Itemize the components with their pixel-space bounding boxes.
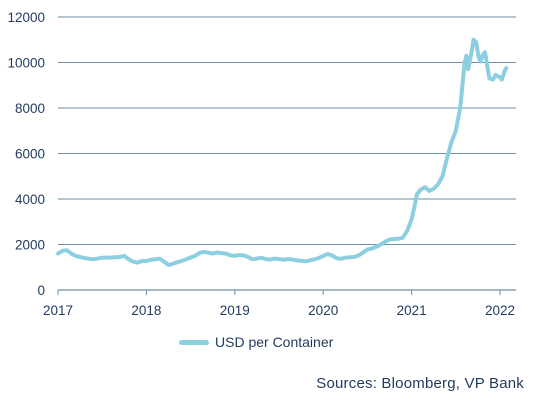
series-layer (56, 37, 509, 267)
y-tick-label: 10000 (7, 56, 45, 71)
y-tick-label: 0 (37, 283, 45, 298)
x-tick-label: 2022 (485, 303, 515, 318)
legend-swatch (179, 339, 209, 345)
y-axis-ticks: 0 2000 4000 6000 8000 10000 12000 (7, 10, 45, 298)
x-tick-label: 2017 (43, 303, 73, 318)
y-tick-label: 2000 (15, 238, 45, 253)
x-tick-label: 2019 (220, 303, 250, 318)
y-tick-label: 6000 (15, 147, 45, 162)
source-note: Sources: Bloomberg, VP Bank (316, 375, 524, 392)
x-axis-ticks: 2017 2018 2019 2020 2021 2022 (43, 290, 515, 318)
x-tick-label: 2021 (397, 303, 427, 318)
y-tick-label: 12000 (7, 10, 45, 25)
legend-label: USD per Container (215, 334, 334, 350)
y-tick-label: 4000 (15, 192, 45, 207)
x-tick-label: 2020 (308, 303, 338, 318)
legend: USD per Container (179, 334, 333, 350)
series-line-usd-per-container (56, 37, 509, 267)
x-tick-label: 2018 (131, 303, 161, 318)
y-tick-label: 8000 (15, 101, 45, 116)
grid-lines (58, 16, 516, 245)
